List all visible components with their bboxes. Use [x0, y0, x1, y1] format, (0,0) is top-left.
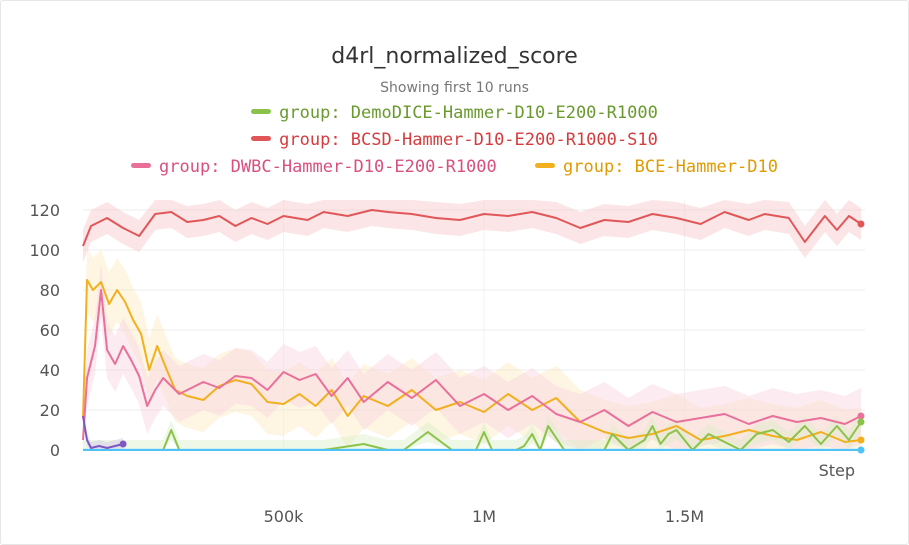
y-tick-label: 60	[40, 321, 60, 340]
y-tick-label: 80	[40, 281, 60, 300]
series-line[interactable]	[82, 415, 124, 449]
legend-swatch-bce	[535, 162, 556, 168]
series-end-point[interactable]	[857, 220, 865, 228]
legend-swatch-demodice	[251, 108, 272, 114]
series-band	[83, 412, 861, 450]
y-tick-label: 120	[29, 201, 60, 220]
chart-title: d4rl_normalized_score	[331, 44, 578, 69]
legend-item-bce[interactable]: group: BCE-Hammer-D10	[535, 157, 778, 177]
series-end-point[interactable]	[857, 418, 865, 426]
legend-item-bcsd[interactable]: group: BCSD-Hammer-D10-E200-R1000-S10	[251, 130, 658, 150]
legend-label-demodice: group: DemoDICE-Hammer-D10-E200-R1000	[279, 103, 658, 123]
series-line[interactable]	[82, 209, 862, 247]
legend-swatch-bcsd	[251, 135, 272, 141]
chart-subtitle: Showing first 10 runs	[380, 80, 529, 96]
band-layer	[83, 200, 861, 450]
series-end-point[interactable]	[857, 436, 865, 444]
legend-row-2: group: BCSD-Hammer-D10-E200-R1000-S10	[0, 130, 909, 150]
series-line[interactable]	[82, 279, 862, 443]
series-band	[83, 200, 861, 262]
y-tick-label: 40	[40, 361, 60, 380]
legend-row-1: group: DemoDICE-Hammer-D10-E200-R1000	[0, 103, 909, 123]
series-end-point[interactable]	[857, 412, 865, 420]
legend-label-bce: group: BCE-Hammer-D10	[563, 157, 778, 177]
legend-label-bcsd: group: BCSD-Hammer-D10-E200-R1000-S10	[279, 130, 658, 150]
line-layer	[82, 209, 865, 454]
x-tick-label: 500k	[264, 507, 305, 526]
x-axis-label: Step	[819, 461, 855, 480]
x-tick-label: 1.5M	[665, 507, 704, 526]
legend-item-demodice[interactable]: group: DemoDICE-Hammer-D10-E200-R1000	[251, 103, 658, 123]
series-end-point[interactable]	[857, 446, 865, 454]
legend-label-dwbc: group: DWBC-Hammer-D10-E200-R1000	[159, 157, 497, 177]
series-line[interactable]	[82, 289, 862, 441]
x-tick-label: 1M	[472, 507, 496, 526]
tick-layer: 0 20 40 60 80 100 120 500k 1M 1.5M	[29, 201, 704, 526]
legend-item-dwbc[interactable]: group: DWBC-Hammer-D10-E200-R1000	[131, 157, 497, 177]
series-end-point[interactable]	[119, 440, 127, 448]
series-band	[83, 248, 861, 450]
y-tick-label: 0	[50, 441, 60, 460]
legend-swatch-dwbc	[131, 162, 152, 168]
y-tick-label: 100	[29, 241, 60, 260]
legend-row-3: group: DWBC-Hammer-D10-E200-R1000 group:…	[0, 157, 909, 177]
y-tick-label: 20	[40, 401, 60, 420]
